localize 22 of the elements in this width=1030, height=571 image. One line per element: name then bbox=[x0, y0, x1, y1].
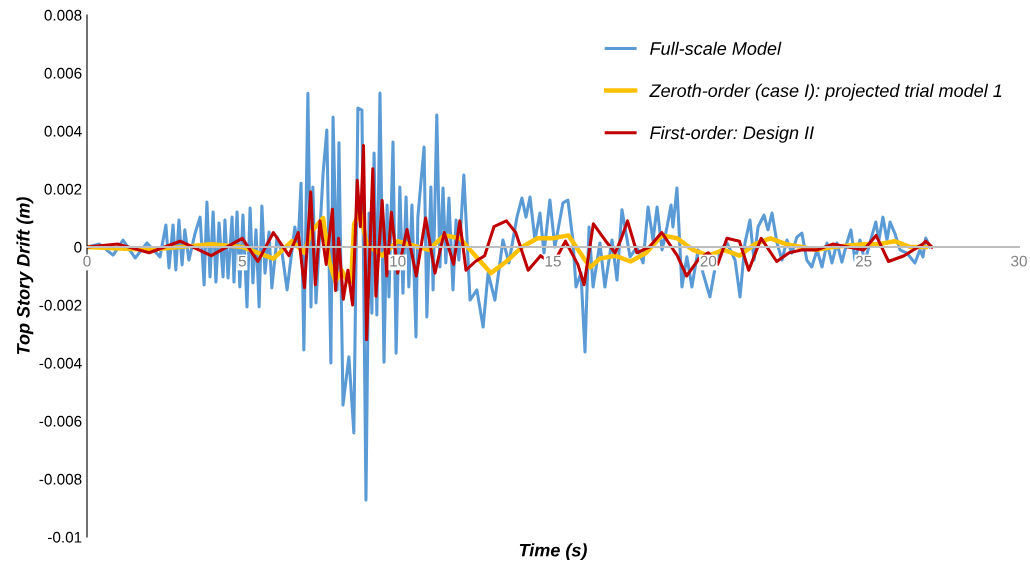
x-tick-label: 15 bbox=[545, 255, 561, 267]
legend-label: First-order: Design II bbox=[650, 125, 814, 143]
y-tick-label: -0.004 bbox=[39, 357, 82, 369]
y-tick-label: 0.008 bbox=[44, 9, 82, 21]
y-tick-label: -0.006 bbox=[39, 415, 82, 427]
y-tick-label: -0.01 bbox=[48, 531, 82, 543]
y-axis-title: Top Story Drift (m) bbox=[16, 197, 34, 355]
legend-label: Full-scale Model bbox=[650, 41, 782, 55]
x-tick-label: 5 bbox=[238, 255, 246, 267]
y-tick-label: 0.002 bbox=[44, 183, 82, 195]
x-tick-label: 25 bbox=[855, 255, 872, 267]
y-tick-label: 0 bbox=[74, 241, 82, 253]
y-tick-label: 0.006 bbox=[44, 67, 82, 79]
x-tick-label: 20 bbox=[700, 255, 717, 267]
y-tick-label: -0.008 bbox=[39, 473, 82, 485]
y-tick-label: 0.004 bbox=[44, 125, 82, 137]
x-tick-label: 0 bbox=[83, 255, 91, 267]
x-tick-label: 30 bbox=[1011, 255, 1027, 267]
x-axis-title: Time (s) bbox=[519, 543, 587, 561]
y-tick-label: -0.002 bbox=[39, 299, 82, 311]
x-tick-label: 10 bbox=[390, 255, 406, 267]
legend-label: Zeroth-order (case I): projected trial model 1 bbox=[649, 83, 1002, 101]
